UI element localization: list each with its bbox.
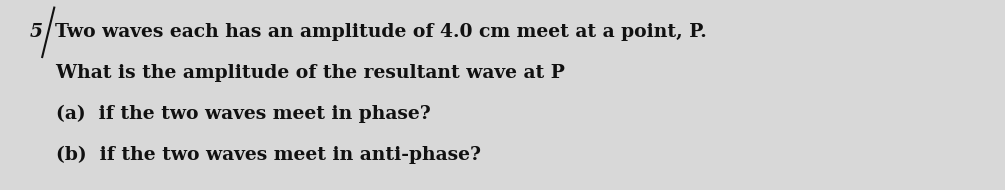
Text: (a)  if the two waves meet in phase?: (a) if the two waves meet in phase? bbox=[30, 105, 431, 123]
Text: What is the amplitude of the resultant wave at P: What is the amplitude of the resultant w… bbox=[30, 64, 565, 82]
Text: Two waves each has an amplitude of 4.0 cm meet at a point, P.: Two waves each has an amplitude of 4.0 c… bbox=[55, 23, 708, 41]
Text: (b)  if the two waves meet in anti-phase?: (b) if the two waves meet in anti-phase? bbox=[30, 145, 481, 164]
Text: 5: 5 bbox=[30, 23, 43, 41]
